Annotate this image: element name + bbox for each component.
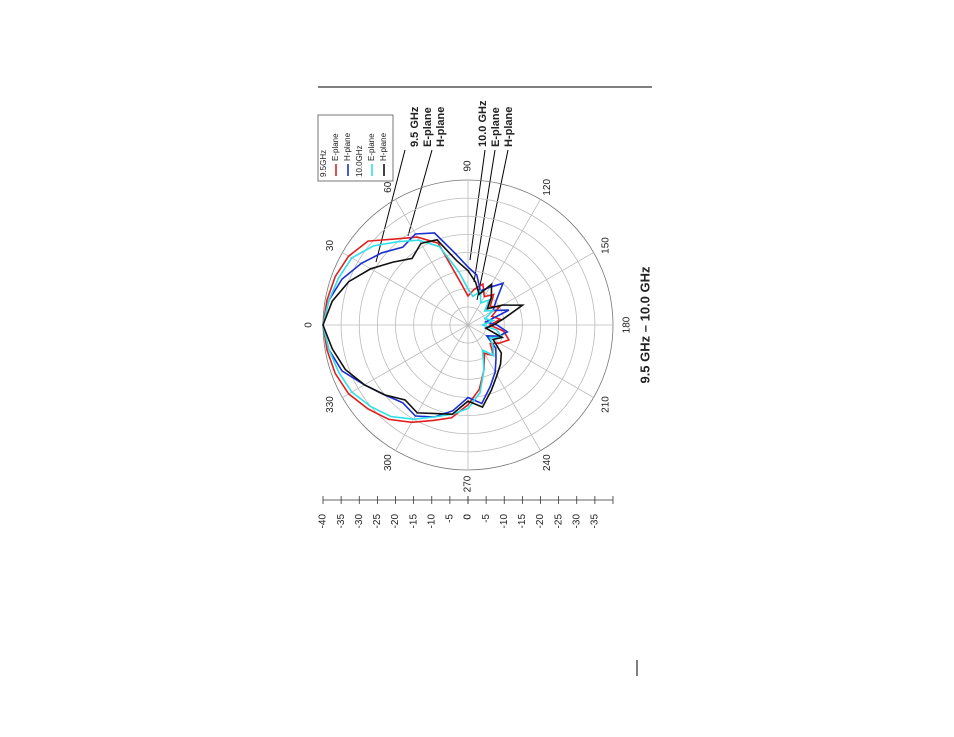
- legend-label: E-plane: [367, 133, 376, 161]
- grid-spoke: [342, 324, 469, 398]
- grid-spoke: [467, 199, 541, 326]
- angle-label: 60: [383, 181, 394, 193]
- scale-label: -5: [445, 514, 456, 523]
- annotation: H-plane: [503, 107, 515, 147]
- angle-label: 0: [304, 322, 315, 328]
- scale-label: -25: [553, 514, 564, 529]
- scale-label: 0: [463, 514, 474, 520]
- legend-group: 10.0GHz: [355, 145, 364, 177]
- legend-label: E-plane: [331, 133, 340, 161]
- scale-label: -5: [481, 514, 492, 523]
- scale-label: -10: [499, 514, 510, 529]
- legend-box: [317, 114, 394, 182]
- scale-label: -35: [336, 514, 347, 529]
- annotation-leaders: [375, 149, 509, 301]
- series-line: [322, 238, 525, 416]
- scale-label: -40: [318, 514, 329, 529]
- angle-label: 330: [325, 396, 336, 413]
- angle-label: 30: [325, 240, 336, 252]
- annotation: E-plane: [490, 107, 502, 147]
- grid-spoke: [467, 324, 541, 451]
- grid-spoke: [395, 199, 469, 326]
- scale-label: -25: [372, 514, 383, 529]
- scale-label: -20: [535, 514, 546, 529]
- angle-label: 120: [542, 179, 553, 196]
- scale-label: -35: [590, 514, 601, 529]
- series-line: [322, 236, 511, 424]
- chart-title: 9.5 GHz – 10.0 GHz: [637, 266, 652, 384]
- series-line: [322, 232, 510, 418]
- annotation: H-plane: [435, 107, 447, 147]
- angle-label: 240: [542, 454, 553, 471]
- scale-label: -30: [354, 514, 365, 529]
- grid-spoke: [467, 252, 594, 326]
- scale-label: -15: [517, 514, 528, 529]
- legend-label: H-plane: [379, 132, 388, 161]
- scale-label: -15: [408, 514, 419, 529]
- legend-group: 9.5GHz: [319, 150, 328, 177]
- annotation: 9.5 GHz: [409, 106, 421, 147]
- angle-label: 300: [383, 454, 394, 471]
- legend-label: H-plane: [343, 132, 352, 161]
- annotation: 10.0 GHz: [477, 100, 489, 147]
- angle-label: 150: [600, 237, 611, 254]
- angle-label: 180: [622, 316, 633, 333]
- series-line: [322, 239, 504, 421]
- angle-label: 270: [463, 475, 474, 492]
- annotation: E-plane: [422, 107, 434, 147]
- scale-label: -20: [390, 514, 401, 529]
- scale-label: -30: [571, 514, 582, 529]
- scale-label: -10: [426, 514, 437, 529]
- grid-spoke: [342, 252, 469, 326]
- grid-spoke: [395, 324, 469, 451]
- angle-label: 90: [463, 160, 474, 172]
- scale-label: 0: [463, 514, 474, 520]
- angle-label: 210: [600, 396, 611, 413]
